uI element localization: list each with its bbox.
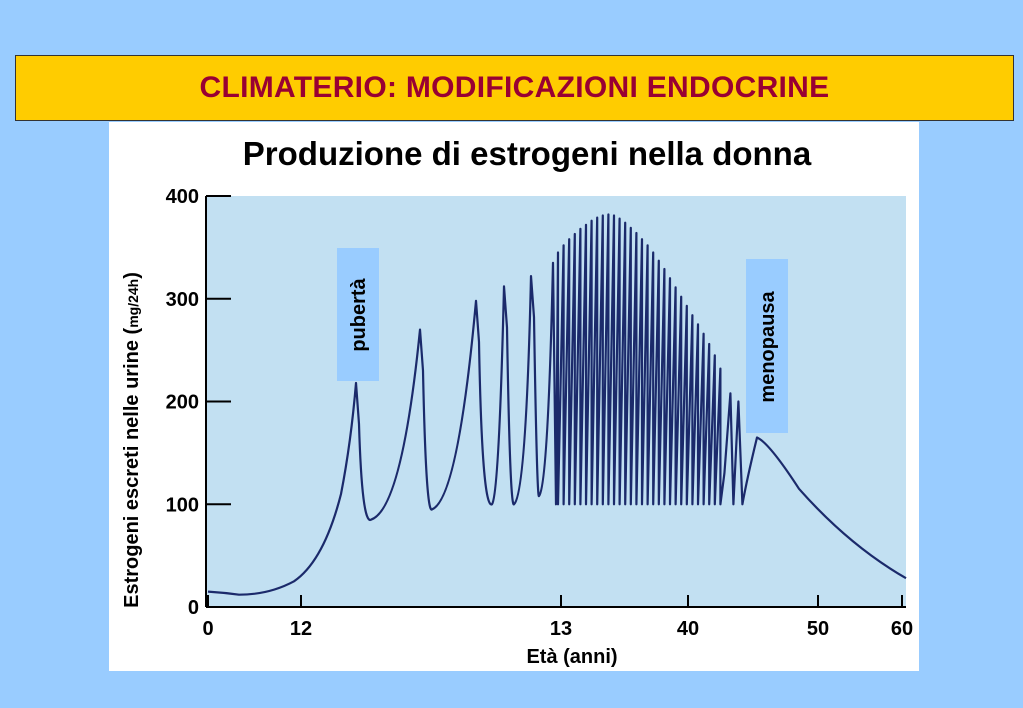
y-axis-label-unit: mg/24h (125, 279, 141, 328)
x-axis-label: Età (anni) (526, 646, 617, 668)
x-tick-label: 0 (202, 618, 213, 640)
y-axis-label-main: Estrogeni escreti nelle urine ( (121, 327, 143, 607)
x-tick-label: 12 (290, 618, 312, 640)
chart-title: Produzione di estrogeni nella donna (243, 135, 812, 172)
chart-panel: Produzione di estrogeni nella donna 0 100… (109, 122, 919, 671)
y-tick-label: 200 (166, 392, 199, 414)
y-tick-label: 100 (166, 494, 199, 516)
x-tick-label: 50 (807, 618, 829, 640)
annotation-puberta-label: pubertà (348, 277, 370, 351)
y-tick-label: 300 (166, 289, 199, 311)
annotation-puberta: pubertà (337, 248, 379, 381)
x-tick-label: 60 (891, 618, 913, 640)
x-tick-label: 40 (677, 618, 699, 640)
annotation-menopausa-label: menopausa (757, 291, 779, 403)
series-line-estrogeni (207, 213, 907, 596)
chart-svg: Produzione di estrogeni nella donna 0 100… (121, 135, 913, 668)
title-banner: CLIMATERIO: MODIFICAZIONI ENDOCRINE (15, 55, 1014, 121)
y-axis-label-close: ) (121, 272, 143, 279)
y-axis-label: Estrogeni escreti nelle urine (mg/24h) (121, 272, 143, 608)
y-tick-label: 0 (188, 597, 199, 619)
y-axis: 0 100 200 300 400 (166, 186, 231, 619)
slide-title: CLIMATERIO: MODIFICAZIONI ENDOCRINE (199, 71, 830, 104)
x-tick-label: 13 (550, 618, 572, 640)
x-axis: 0 12 13 40 50 60 (202, 595, 913, 640)
annotation-menopausa: menopausa (746, 259, 788, 433)
y-tick-label: 400 (166, 186, 199, 208)
